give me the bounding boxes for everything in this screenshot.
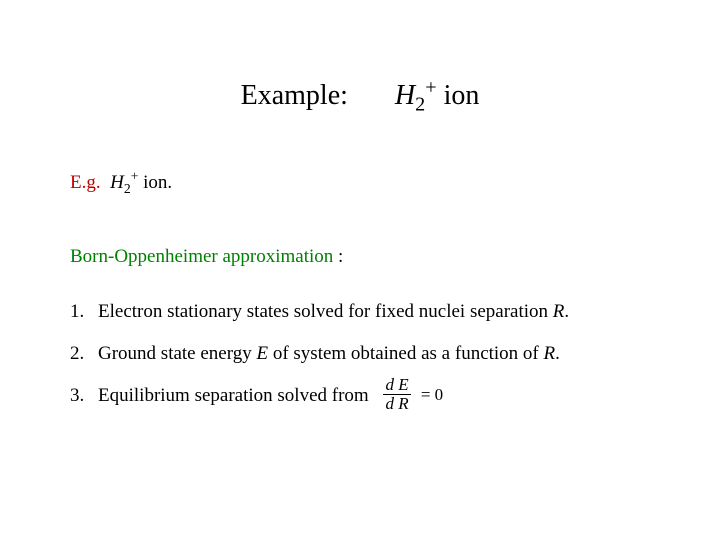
var-R: R [553, 301, 565, 322]
eg-ion-sub: 2 [124, 181, 131, 196]
title-ion: H2+ ion [395, 80, 479, 111]
title-lead: Example: [241, 80, 348, 111]
list-item: 2. Ground state energy E of system obtai… [70, 336, 650, 372]
frac-d: d [385, 375, 398, 394]
item-number: 3. [70, 378, 98, 414]
frac-d: d [385, 394, 398, 413]
eg-label: E.g. [70, 172, 101, 193]
steps-list: 1. Electron stationary states solved for… [70, 294, 650, 415]
list-item: 3. Equilibrium separation solved from d … [70, 378, 650, 415]
frac-E: E [398, 375, 408, 394]
item-text-part: Ground state energy [98, 343, 256, 364]
item-text: Equilibrium separation solved from d E d… [98, 378, 650, 415]
title-ion-suffix: ion [437, 80, 480, 111]
bo-colon: : [333, 246, 343, 267]
bo-term: Born-Oppenheimer approximation [70, 246, 333, 267]
var-E: E [256, 343, 268, 364]
item-text-part: Equilibrium separation solved from [98, 385, 369, 406]
item-text-part: of system obtained as a function of [268, 343, 543, 364]
item-text: Electron stationary states solved for fi… [98, 294, 650, 330]
slide-title: Example: H2+ ion [70, 80, 650, 112]
item-text: Ground state energy E of system obtained… [98, 336, 650, 372]
item-text-part: Electron stationary states solved for fi… [98, 301, 553, 322]
item-number: 1. [70, 294, 98, 330]
fraction-numerator: d E [383, 376, 410, 395]
title-ion-sub: 2 [415, 94, 425, 116]
eg-ion-symbol: H [110, 172, 124, 193]
item-text-part: . [564, 301, 569, 322]
derivative-fraction: d E d R [383, 376, 410, 413]
eg-ion-suffix: ion. [138, 172, 172, 193]
equals-zero: = 0 [417, 385, 444, 404]
example-line: E.g. H2+ ion. [70, 172, 650, 194]
fraction-denominator: d R [383, 395, 410, 413]
title-ion-sup: + [425, 77, 436, 99]
eg-ion: H2+ ion. [105, 172, 172, 193]
list-item: 1. Electron stationary states solved for… [70, 294, 650, 330]
item-text-part: . [555, 343, 560, 364]
item-number: 2. [70, 336, 98, 372]
title-ion-symbol: H [395, 80, 415, 111]
frac-R: R [398, 394, 408, 413]
var-R: R [544, 343, 556, 364]
born-oppenheimer-line: Born-Oppenheimer approximation : [70, 246, 650, 268]
